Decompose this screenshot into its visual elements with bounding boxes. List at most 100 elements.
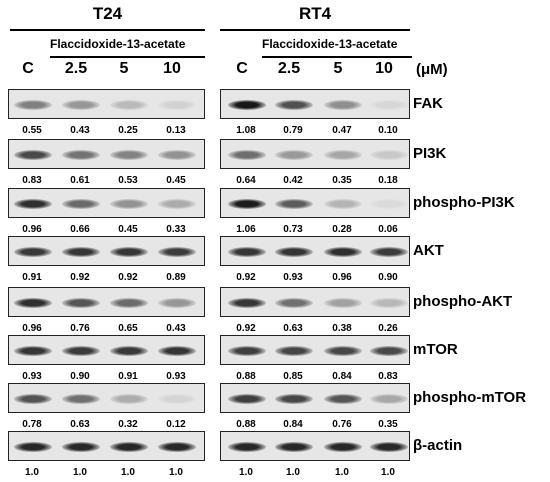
protein-label-6: phospho-mTOR [413, 389, 527, 406]
quant-t24-0-0: 0.55 [22, 125, 42, 136]
quant-t24-3-1: 0.92 [70, 272, 90, 283]
band-t24-5-3 [158, 346, 196, 356]
quant-t24-1-3: 0.45 [166, 175, 186, 186]
band-rt4-3-2 [324, 247, 362, 257]
quant-rt4-7-3: 1.0 [381, 467, 395, 478]
quant-rt4-7-0: 1.0 [239, 467, 253, 478]
quant-rt4-6-2: 0.76 [332, 419, 352, 430]
band-t24-5-0 [14, 346, 52, 356]
band-t24-3-3 [158, 247, 196, 257]
quant-rt4-3-2: 0.96 [332, 272, 352, 283]
lane-label-rt4-5: 5 [333, 60, 343, 77]
quant-rt4-3-3: 0.90 [378, 272, 398, 283]
band-t24-2-3 [158, 199, 196, 209]
band-rt4-7-0 [228, 442, 266, 452]
band-rt4-7-2 [324, 442, 362, 452]
band-rt4-7-3 [370, 442, 408, 452]
band-t24-0-3 [158, 100, 196, 110]
lane-label-t24-5: 5 [119, 60, 129, 77]
band-t24-5-2 [110, 346, 148, 356]
quant-rt4-4-1: 0.63 [283, 323, 303, 334]
quant-rt4-2-1: 0.73 [283, 224, 303, 235]
quant-rt4-4-2: 0.38 [332, 323, 352, 334]
band-rt4-6-2 [324, 394, 362, 404]
concentration-unit: (μM) [416, 61, 448, 78]
band-rt4-6-3 [370, 394, 408, 404]
blot-strip-rt4-4 [220, 287, 410, 317]
blot-strip-t24-1 [8, 139, 205, 169]
band-rt4-2-3 [370, 199, 408, 209]
band-t24-3-0 [14, 247, 52, 257]
band-t24-6-1 [62, 394, 100, 404]
band-t24-3-2 [110, 247, 148, 257]
band-rt4-1-0 [228, 150, 266, 160]
panel-title-rt4: RT4 [298, 4, 332, 23]
protein-label-3: AKT [413, 242, 444, 259]
band-t24-7-1 [62, 442, 100, 452]
blot-strip-t24-3 [8, 236, 205, 266]
band-t24-4-3 [158, 298, 196, 308]
blot-strip-rt4-0 [220, 89, 410, 119]
quant-t24-1-2: 0.53 [118, 175, 138, 186]
quant-rt4-7-2: 1.0 [335, 467, 349, 478]
quant-t24-6-3: 0.12 [166, 419, 186, 430]
quant-t24-4-1: 0.76 [70, 323, 90, 334]
band-t24-7-2 [110, 442, 148, 452]
quant-t24-2-1: 0.66 [70, 224, 90, 235]
treatment-divider-t24 [50, 56, 205, 58]
quant-t24-7-0: 1.0 [25, 467, 39, 478]
band-rt4-0-1 [275, 100, 313, 110]
quant-rt4-2-2: 0.28 [332, 224, 352, 235]
quant-rt4-2-0: 1.06 [236, 224, 256, 235]
quant-t24-5-3: 0.93 [166, 371, 186, 382]
treatment-divider-rt4 [262, 56, 412, 58]
quant-rt4-0-1: 0.79 [283, 125, 303, 136]
quant-t24-7-1: 1.0 [73, 467, 87, 478]
quant-rt4-1-1: 0.42 [283, 175, 303, 186]
quant-t24-1-1: 0.61 [70, 175, 90, 186]
quant-rt4-5-2: 0.84 [332, 371, 352, 382]
quant-t24-5-0: 0.93 [22, 371, 42, 382]
band-rt4-0-2 [324, 100, 362, 110]
blot-strip-rt4-6 [220, 383, 410, 413]
band-t24-1-1 [62, 150, 100, 160]
quant-rt4-5-3: 0.83 [378, 371, 398, 382]
band-t24-1-3 [158, 150, 196, 160]
band-t24-7-0 [14, 442, 52, 452]
quant-t24-1-0: 0.83 [22, 175, 42, 186]
quant-rt4-2-3: 0.06 [378, 224, 398, 235]
blot-strip-t24-0 [8, 89, 205, 119]
band-t24-2-1 [62, 199, 100, 209]
band-t24-4-2 [110, 298, 148, 308]
protein-label-0: FAK [413, 95, 443, 112]
quant-rt4-6-0: 0.88 [236, 419, 256, 430]
band-t24-6-3 [158, 394, 196, 404]
quant-t24-3-0: 0.91 [22, 272, 42, 283]
band-rt4-3-0 [228, 247, 266, 257]
band-rt4-5-1 [275, 346, 313, 356]
band-t24-0-2 [110, 100, 148, 110]
quant-t24-7-3: 1.0 [169, 467, 183, 478]
quant-rt4-1-0: 0.64 [236, 175, 256, 186]
quant-t24-4-3: 0.43 [166, 323, 186, 334]
blot-strip-t24-7 [8, 431, 205, 461]
quant-t24-2-2: 0.45 [118, 224, 138, 235]
quant-rt4-5-1: 0.85 [283, 371, 303, 382]
quant-t24-2-0: 0.96 [22, 224, 42, 235]
band-t24-2-0 [14, 199, 52, 209]
blot-strip-t24-6 [8, 383, 205, 413]
band-rt4-7-1 [275, 442, 313, 452]
quant-rt4-0-3: 0.10 [378, 125, 398, 136]
quant-t24-6-1: 0.63 [70, 419, 90, 430]
band-rt4-2-1 [275, 199, 313, 209]
quant-t24-5-2: 0.91 [118, 371, 138, 382]
band-rt4-3-3 [370, 247, 408, 257]
panel-divider-rt4 [220, 29, 410, 31]
quant-t24-4-0: 0.96 [22, 323, 42, 334]
band-rt4-4-3 [370, 298, 408, 308]
band-t24-4-0 [14, 298, 52, 308]
quant-rt4-1-2: 0.35 [332, 175, 352, 186]
blot-strip-t24-4 [8, 287, 205, 317]
band-t24-2-2 [110, 199, 148, 209]
quant-rt4-0-2: 0.47 [332, 125, 352, 136]
